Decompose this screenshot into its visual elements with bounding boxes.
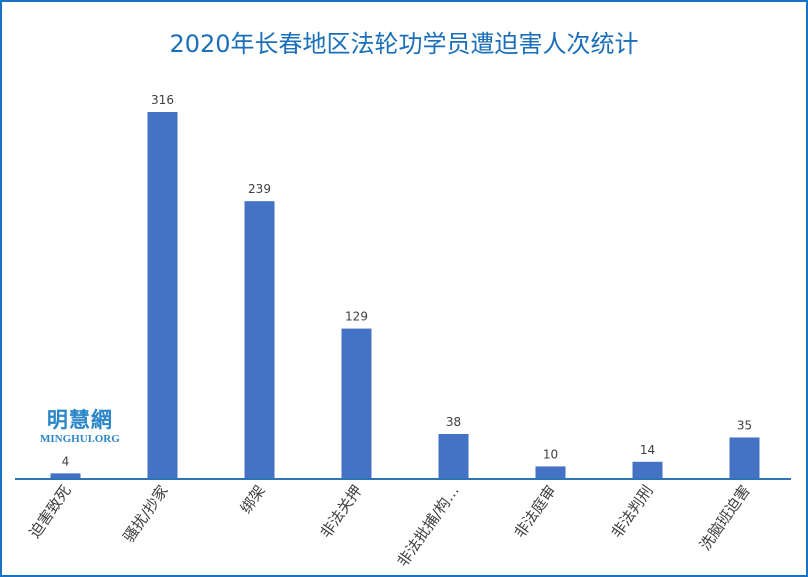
- logo-cn: 明慧網: [46, 408, 113, 432]
- bar: [438, 433, 469, 478]
- data-label: 129: [345, 310, 368, 324]
- category-label: 绑架: [237, 482, 269, 517]
- category-label: 非法庭审: [511, 482, 560, 541]
- data-label: 14: [640, 443, 655, 457]
- minghui-logo: 明慧網 MINGHUI.ORG: [40, 404, 120, 445]
- bar: [147, 112, 178, 478]
- data-label: 35: [737, 418, 752, 432]
- data-label: 38: [446, 415, 461, 429]
- bar: [729, 437, 760, 478]
- chart-title: 2020年长春地区法轮功学员遭迫害人次统计: [169, 30, 639, 58]
- data-label: 10: [543, 447, 558, 461]
- bar: [50, 473, 81, 478]
- data-label: 316: [151, 93, 174, 107]
- category-label: 洗脑班迫害: [696, 482, 754, 554]
- category-label: 非法关押: [317, 482, 366, 541]
- logo-en: MINGHUI.ORG: [40, 433, 120, 445]
- bar: [632, 461, 663, 478]
- category-label: 骚扰/抄家: [120, 482, 172, 546]
- category-label: 迫害致死: [26, 482, 75, 541]
- category-label: 非法判刑: [608, 482, 657, 541]
- bar: [341, 328, 372, 478]
- data-label: 4: [62, 454, 70, 468]
- category-label: 非法批捕/构…: [394, 482, 463, 570]
- bar: [535, 466, 566, 478]
- data-label: 239: [248, 182, 271, 196]
- bar: [244, 201, 275, 479]
